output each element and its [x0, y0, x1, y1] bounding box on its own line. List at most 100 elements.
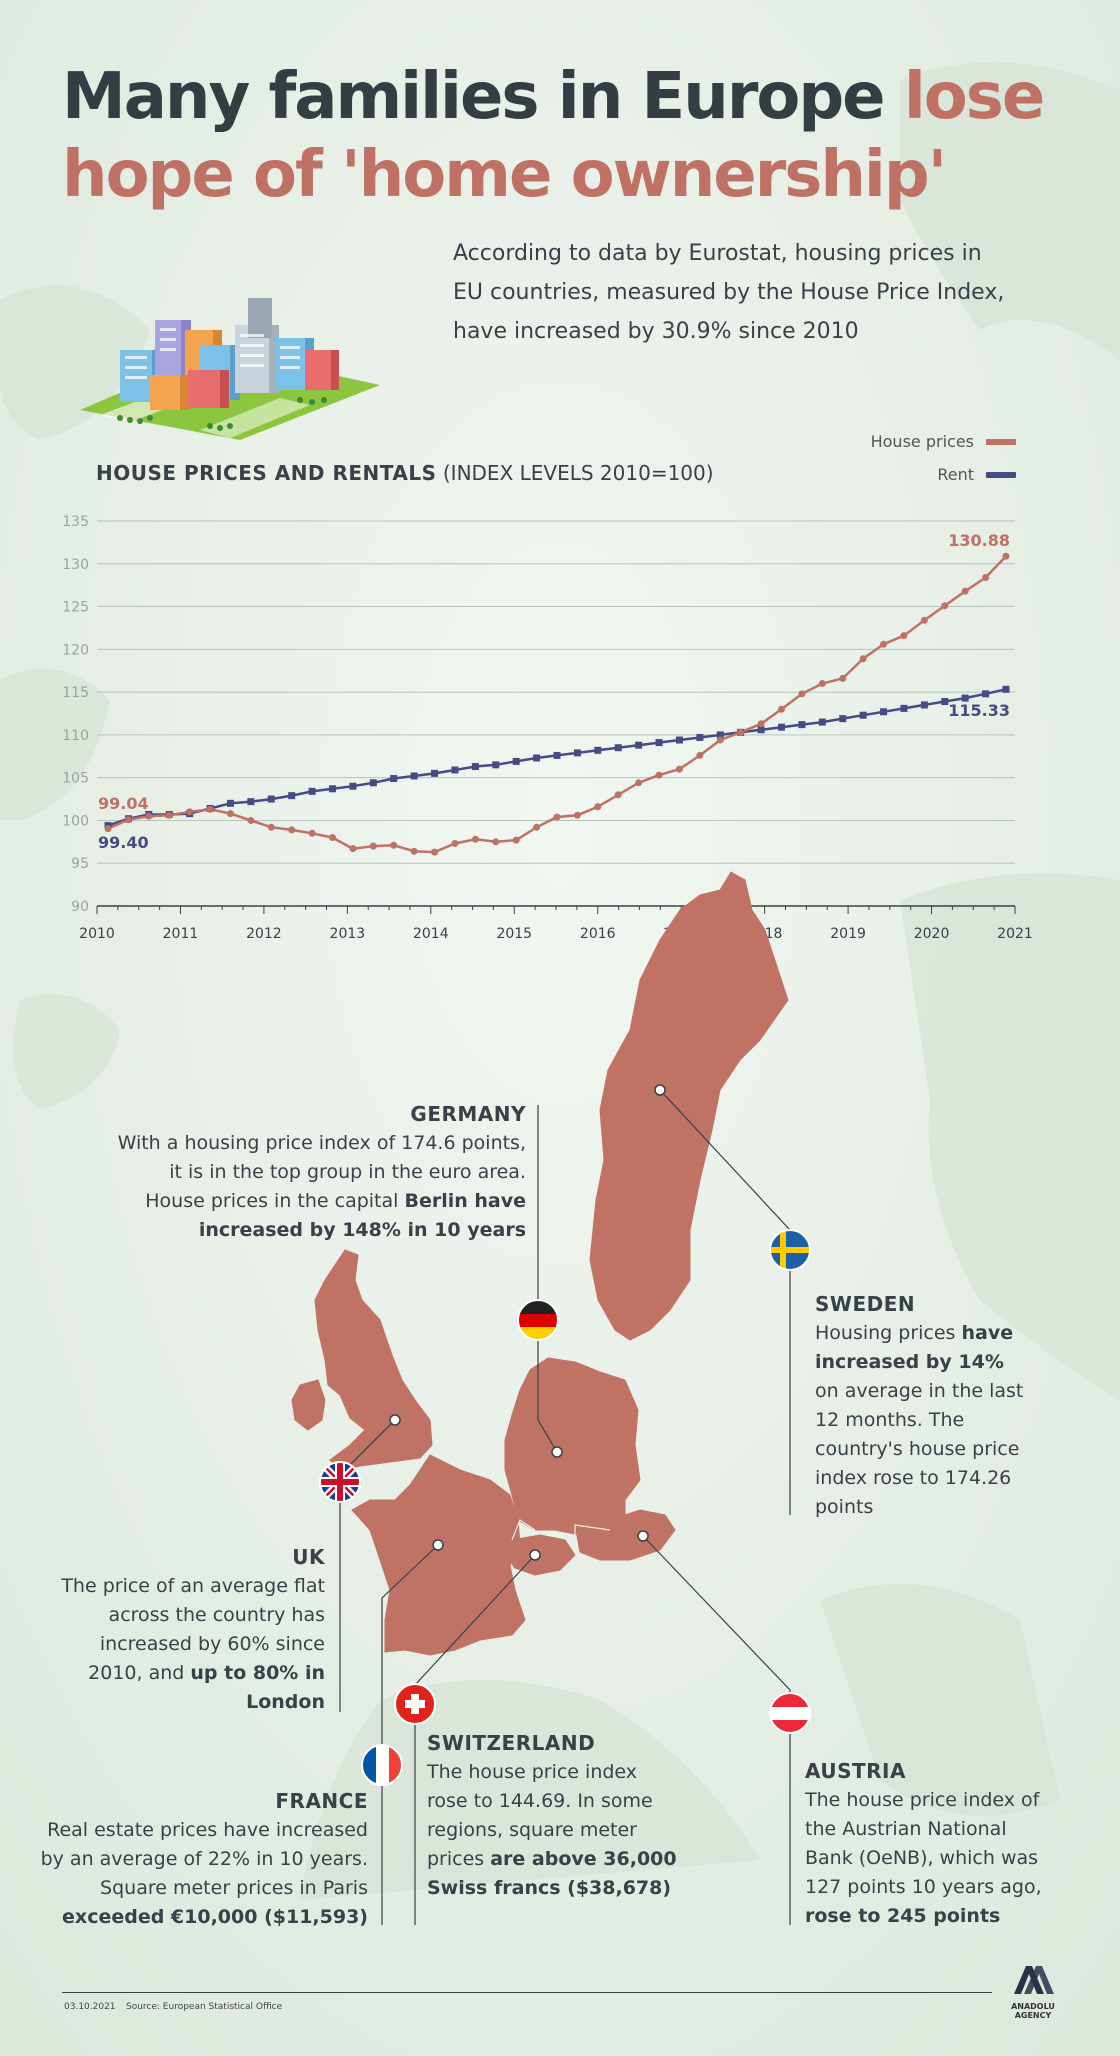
- rent-point: [471, 763, 479, 771]
- house-point: [267, 823, 275, 831]
- rent-point: [512, 757, 520, 765]
- rent-point: [859, 711, 867, 719]
- house-point: [553, 813, 561, 821]
- germany-highlight: Berlin have increased by 148% in 10 year…: [198, 1190, 526, 1241]
- house-point: [716, 736, 724, 744]
- x-tick-label: 2020: [914, 926, 950, 942]
- rent-point: [614, 744, 622, 752]
- legend-rent-swatch: [986, 471, 1016, 478]
- rent-point: [247, 798, 255, 806]
- house-point: [982, 573, 990, 581]
- rent-point: [716, 731, 724, 739]
- house-point: [206, 805, 214, 813]
- france-text-pre: Real estate prices have increased by an …: [40, 1819, 368, 1899]
- house-point: [104, 825, 112, 833]
- house-point: [941, 602, 949, 610]
- rent-end-label: 115.33: [948, 701, 1010, 720]
- house-point: [818, 680, 826, 688]
- switzerland-info: SWITZERLAND The house price index rose t…: [427, 1729, 677, 1903]
- rent-point: [982, 690, 990, 698]
- rent-point: [594, 746, 602, 754]
- switzerland-text-pre: The house price index rose to 144.69. In…: [427, 1761, 653, 1870]
- rent-point: [410, 772, 418, 780]
- house-point: [410, 847, 418, 855]
- legend-rent-label: Rent: [937, 465, 974, 484]
- house-point: [920, 616, 928, 624]
- y-tick-label: 130: [62, 557, 89, 573]
- rent-point: [635, 741, 643, 749]
- uk-name: UK: [292, 1545, 325, 1569]
- rent-point: [492, 761, 500, 769]
- house-point: [431, 848, 439, 856]
- house-point: [471, 835, 479, 843]
- house-point: [675, 765, 683, 773]
- house-point: [369, 842, 377, 850]
- house-point: [492, 838, 500, 846]
- house-point: [226, 810, 234, 818]
- house-series-points: [104, 552, 1010, 856]
- rent-start-label: 99.40: [98, 833, 149, 852]
- rent-point: [349, 782, 357, 790]
- line-chart: 90 95 100 105 110 115 120 125 130 135 2010 2011 201…: [62, 514, 1033, 942]
- rent-point: [880, 708, 888, 716]
- y-tick-label: 110: [62, 728, 89, 744]
- switzerland-highlight: are above 36,000 Swiss francs ($38,678): [427, 1848, 677, 1899]
- rent-point: [757, 726, 765, 734]
- house-end-label: 130.88: [948, 531, 1010, 550]
- house-point: [349, 845, 357, 853]
- rent-point: [920, 701, 928, 709]
- austria-shape: [574, 1509, 676, 1561]
- page-title: Many families in Europe lose hope of 'ho…: [62, 58, 1062, 214]
- house-point: [247, 816, 255, 824]
- x-tick-label: 2016: [580, 926, 616, 942]
- y-axis-ticks: 90 95 100 105 110 115 120 125 130 135: [62, 514, 89, 915]
- germany-line-2: it is in the top group in the euro area.: [169, 1161, 526, 1183]
- house-point: [186, 808, 194, 816]
- switzerland-name: SWITZERLAND: [427, 1731, 596, 1755]
- rent-point: [533, 754, 541, 762]
- legend-rent: Rent: [937, 465, 1016, 484]
- rent-point: [961, 694, 969, 702]
- house-point: [165, 811, 173, 819]
- house-point: [635, 779, 643, 787]
- switzerland-flag-icon: [394, 1683, 436, 1725]
- uk-text-pre: The price of an average flat across the …: [61, 1575, 325, 1684]
- rent-point: [288, 792, 296, 800]
- austria-leader-line: [642, 1535, 791, 1925]
- house-point: [655, 771, 663, 779]
- x-tick-label: 2013: [330, 926, 366, 942]
- ireland-shape: [291, 1379, 326, 1431]
- germany-info: GERMANY With a housing price index of 17…: [90, 1100, 526, 1245]
- house-point: [798, 690, 806, 698]
- rent-point: [390, 775, 398, 783]
- rent-point: [329, 785, 336, 793]
- rent-point: [778, 723, 785, 731]
- house-point: [512, 836, 520, 844]
- x-tick-label: 2021: [997, 926, 1033, 942]
- y-tick-label: 105: [62, 771, 89, 787]
- y-tick-label: 100: [62, 813, 89, 829]
- rent-point: [451, 766, 459, 774]
- rent-point: [573, 749, 581, 757]
- chart-title-bold: HOUSE PRICES AND RENTALS: [96, 461, 437, 485]
- y-tick-label: 90: [71, 899, 89, 915]
- rent-point: [226, 799, 234, 807]
- agency-name: ANADOLU AGENCY: [1011, 2002, 1055, 2020]
- germany-shape: [504, 1357, 641, 1536]
- germany-line-1: With a housing price index of 174.6 poin…: [117, 1132, 526, 1154]
- agency-logo-icon: [1014, 1966, 1054, 1994]
- x-tick-label: 2019: [830, 926, 866, 942]
- legend-house-label: House prices: [870, 432, 974, 451]
- rent-point: [308, 787, 316, 795]
- rent-point: [696, 733, 704, 741]
- y-tick-label: 120: [62, 642, 89, 658]
- sweden-flag-icon: [769, 1229, 811, 1271]
- house-point: [839, 674, 847, 682]
- austria-highlight: rose to 245 points: [805, 1905, 1001, 1927]
- house-point: [390, 841, 398, 849]
- sweden-text-pre: Housing prices: [815, 1322, 962, 1344]
- y-tick-label: 135: [62, 514, 89, 530]
- house-point: [451, 840, 459, 848]
- y-tick-label: 115: [62, 685, 89, 701]
